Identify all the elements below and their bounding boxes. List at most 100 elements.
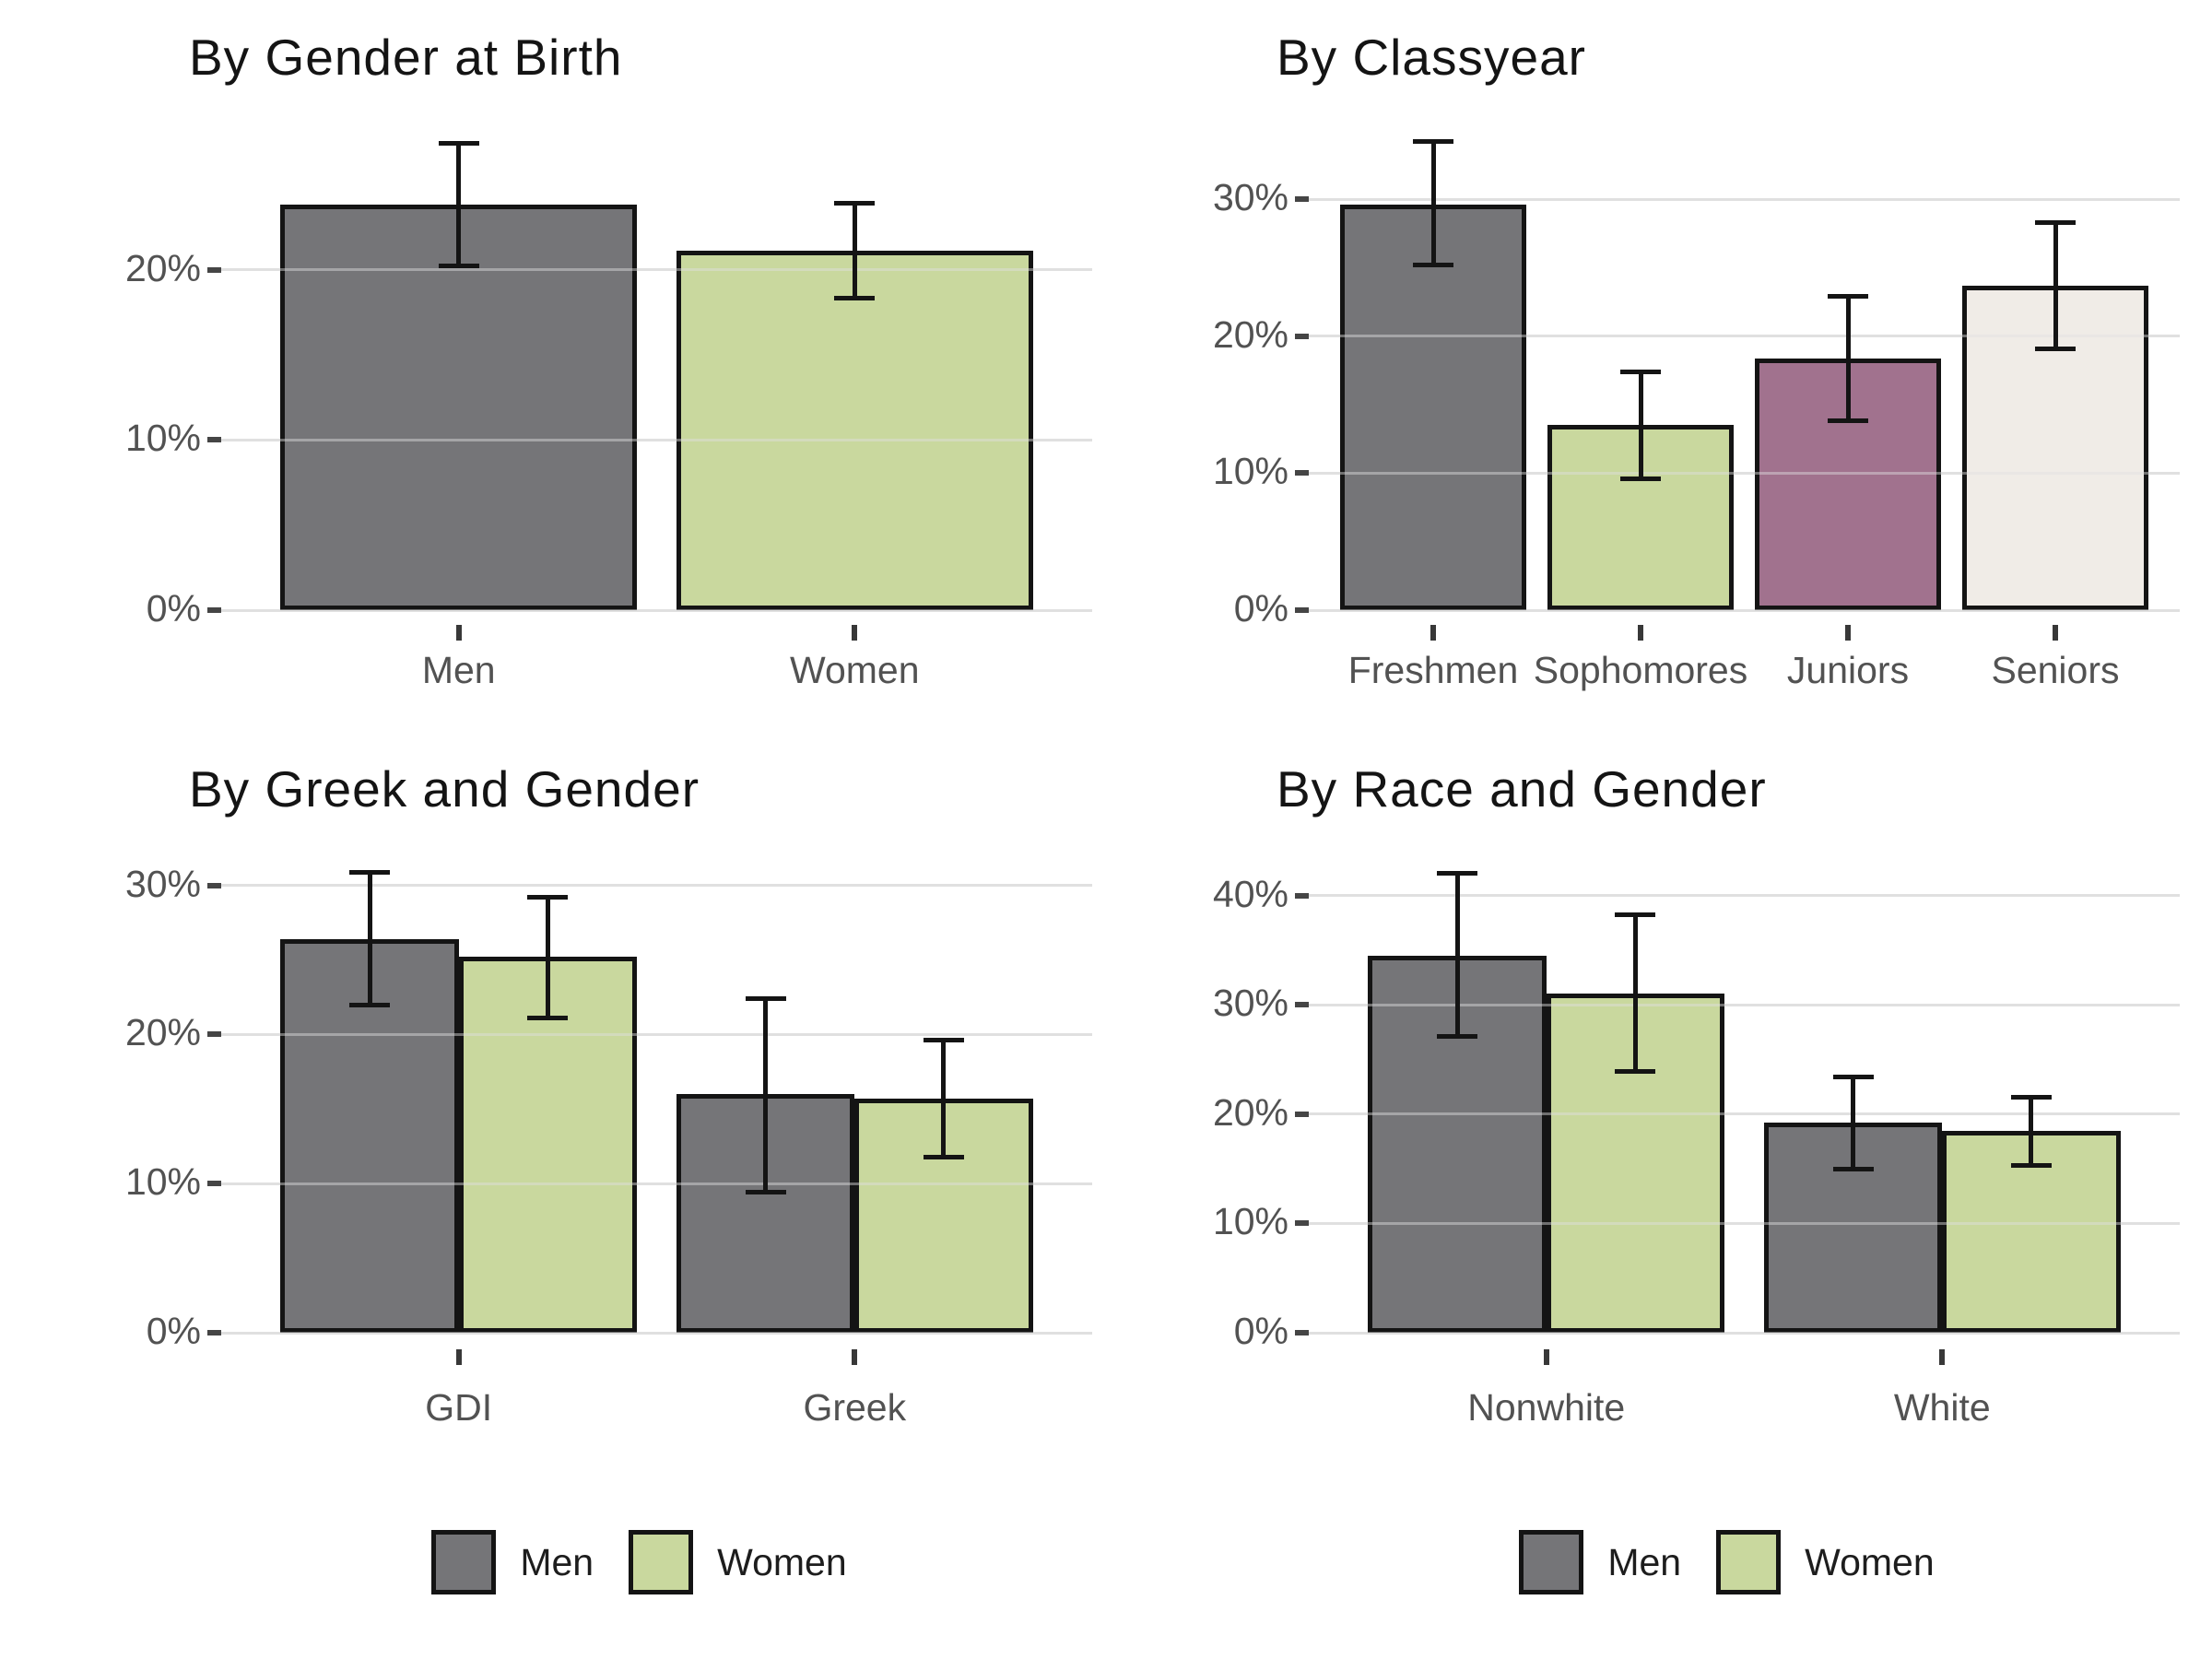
y-tick-label: 10% xyxy=(124,1160,201,1204)
legend-label-men: Men xyxy=(520,1540,594,1583)
legend-label-women: Women xyxy=(1805,1540,1935,1583)
gridline-overlay xyxy=(1309,1331,2180,1335)
gridline-overlay xyxy=(1309,197,2180,201)
x-tick-label: Greek xyxy=(803,1386,907,1429)
x-tick-label: Freshmen xyxy=(1347,649,1519,691)
x-axis-tick xyxy=(455,1349,462,1365)
error-bar-line xyxy=(1454,873,1460,1037)
y-tick-label: 20% xyxy=(1212,1090,1288,1134)
error-bar-line xyxy=(456,143,462,266)
x-axis-tick xyxy=(1845,625,1851,641)
error-bar-line xyxy=(1632,914,1638,1072)
error-bar-cap-bottom xyxy=(349,1002,391,1007)
y-axis-tick xyxy=(1295,333,1309,339)
y-tick-label: 10% xyxy=(1212,450,1288,493)
error-bar-cap-top xyxy=(1437,871,1478,877)
gridline-overlay xyxy=(1309,608,2180,612)
error-bar-line xyxy=(941,1040,947,1158)
gridline xyxy=(1309,608,2180,612)
y-axis-tick xyxy=(207,1181,221,1187)
y-axis-tick xyxy=(1295,1111,1309,1117)
x-axis-tick xyxy=(852,625,858,641)
gridline-overlay xyxy=(221,608,1092,612)
error-bar-cap-top xyxy=(834,201,876,206)
error-bar-cap-bottom xyxy=(2010,1163,2052,1168)
x-tick-label: Nonwhite xyxy=(1467,1386,1626,1429)
gridline xyxy=(1309,894,2180,898)
error-bar-cap-top xyxy=(1413,139,1453,145)
error-bar-cap-top xyxy=(527,895,569,900)
gridline xyxy=(221,608,1092,612)
y-tick-label: 0% xyxy=(146,1310,201,1352)
bar-freshmen xyxy=(1339,205,1527,610)
error-bar-line xyxy=(2029,1097,2034,1166)
gridline-overlay xyxy=(1309,1003,2180,1006)
x-axis-tick xyxy=(1430,625,1436,641)
y-axis-tick xyxy=(1295,892,1309,899)
x-axis-tick xyxy=(1939,1349,1946,1365)
y-tick-label: 40% xyxy=(1212,872,1288,915)
x-axis-tick xyxy=(2053,625,2058,641)
y-axis-tick xyxy=(207,1031,221,1038)
error-bar-cap-bottom xyxy=(834,296,876,301)
chart-title-greek-and-gender: By Greek and Gender xyxy=(189,760,700,818)
chart-title-classyear: By Classyear xyxy=(1277,29,1586,86)
y-axis-tick xyxy=(1295,1220,1309,1227)
y-axis-tick xyxy=(207,266,221,273)
error-bar-cap-bottom xyxy=(527,1016,569,1021)
y-axis-tick xyxy=(207,1330,221,1335)
y-tick-label: 20% xyxy=(1212,312,1288,356)
error-bar-line xyxy=(1430,141,1436,265)
bar-gdi-men xyxy=(280,938,459,1333)
x-tick-label: Juniors xyxy=(1786,649,1910,691)
error-bar-cap-bottom xyxy=(745,1190,786,1195)
error-bar-line xyxy=(763,998,769,1193)
y-axis-tick xyxy=(1295,1330,1309,1335)
error-bar-cap-bottom xyxy=(1615,1068,1656,1074)
gridline xyxy=(1309,197,2180,201)
error-bar-cap-top xyxy=(2010,1095,2052,1100)
y-axis-tick xyxy=(1295,607,1309,613)
bar-men xyxy=(280,205,637,610)
gridline-overlay xyxy=(1309,471,2180,475)
gridline-overlay xyxy=(221,1331,1092,1335)
y-tick-label: 0% xyxy=(146,587,201,629)
error-bar-cap-bottom xyxy=(1620,476,1661,481)
error-bar-cap-bottom xyxy=(1437,1034,1478,1040)
error-bar-line xyxy=(1851,1077,1856,1170)
gridline xyxy=(1309,1331,2180,1335)
legend-label-men: Men xyxy=(1607,1540,1682,1583)
legend-key-women xyxy=(629,1530,694,1594)
y-tick-label: 30% xyxy=(1212,982,1288,1025)
x-tick-label: Seniors xyxy=(1991,649,2120,691)
error-bar-cap-bottom xyxy=(1832,1166,1874,1171)
gridline-overlay xyxy=(221,1182,1092,1185)
error-bar-line xyxy=(545,897,550,1018)
error-bar-line xyxy=(852,203,857,299)
y-tick-label: 20% xyxy=(124,1011,201,1054)
gridline-overlay xyxy=(1309,1221,2180,1225)
error-bar-cap-top xyxy=(2035,219,2076,225)
gridline xyxy=(1309,1003,2180,1006)
error-bar-line xyxy=(1845,296,1851,421)
gridline-overlay xyxy=(1309,335,2180,338)
error-bar-cap-top xyxy=(1615,912,1656,918)
gridline xyxy=(221,884,1092,888)
y-tick-label: 10% xyxy=(124,417,201,460)
legend-key-men xyxy=(431,1530,497,1594)
y-tick-label: 10% xyxy=(1212,1200,1288,1243)
x-axis-tick xyxy=(1543,1349,1549,1365)
error-bar-cap-bottom xyxy=(2035,346,2076,351)
y-tick-label: 0% xyxy=(1233,587,1288,629)
legend-label-women: Women xyxy=(717,1540,847,1583)
y-axis-tick xyxy=(207,882,221,888)
legend-key-women xyxy=(1716,1530,1782,1594)
y-axis-tick xyxy=(1295,196,1309,203)
x-tick-label: Women xyxy=(790,649,920,691)
gridline xyxy=(1309,1221,2180,1225)
gridline xyxy=(221,1032,1092,1036)
